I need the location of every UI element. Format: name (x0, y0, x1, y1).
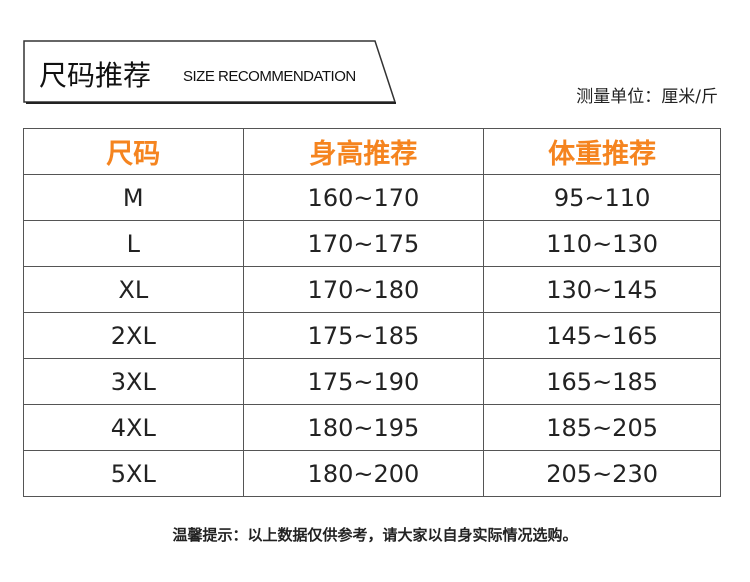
cell-size: M (23, 174, 244, 221)
cell-weight: 185~205 (483, 404, 721, 451)
title-chinese: 尺码推荐 (39, 59, 152, 92)
cell-weight: 110~130 (483, 220, 721, 267)
cell-weight: 145~165 (483, 312, 721, 359)
cell-size: 3XL (23, 358, 244, 405)
column-header-size: 尺码 (23, 128, 244, 175)
cell-size: XL (23, 266, 244, 313)
cell-size: 5XL (23, 450, 244, 497)
table-row: M 160~170 95~110 (23, 174, 721, 221)
table-row: 3XL 175~190 165~185 (23, 358, 721, 405)
cell-size: L (23, 220, 244, 267)
table-row: 5XL 180~200 205~230 (23, 450, 721, 497)
title-banner-shape (23, 40, 397, 104)
cell-height: 170~175 (242, 220, 485, 267)
table-row: 2XL 175~185 145~165 (23, 312, 721, 359)
cell-height: 160~170 (242, 174, 485, 221)
size-table: 尺码 身高推荐 体重推荐 M 160~170 95~110 L 170~175 110~1… (23, 128, 721, 497)
cell-size: 2XL (23, 312, 244, 359)
cell-height: 180~195 (242, 404, 485, 451)
column-header-weight: 体重推荐 (483, 128, 721, 175)
title-english: SIZE RECOMMENDATION (183, 68, 356, 85)
column-header-height: 身高推荐 (242, 128, 485, 175)
cell-height: 175~185 (242, 312, 485, 359)
cell-size: 4XL (23, 404, 244, 451)
cell-weight: 95~110 (483, 174, 721, 221)
cell-weight: 205~230 (483, 450, 721, 497)
title-banner: 尺码推荐 SIZE RECOMMENDATION (23, 40, 403, 104)
cell-height: 175~190 (242, 358, 485, 405)
table-row: 4XL 180~195 185~205 (23, 404, 721, 451)
cell-weight: 130~145 (483, 266, 721, 313)
cell-weight: 165~185 (483, 358, 721, 405)
table-header-row: 尺码 身高推荐 体重推荐 (23, 128, 721, 175)
measurement-unit: 测量单位：厘米/斤 (576, 87, 718, 107)
cell-height: 180~200 (242, 450, 485, 497)
cell-height: 170~180 (242, 266, 485, 313)
table-row: XL 170~180 130~145 (23, 266, 721, 313)
footer-note: 温馨提示：以上数据仅供参考，请大家以自身实际情况选购。 (172, 526, 578, 544)
table-row: L 170~175 110~130 (23, 220, 721, 267)
